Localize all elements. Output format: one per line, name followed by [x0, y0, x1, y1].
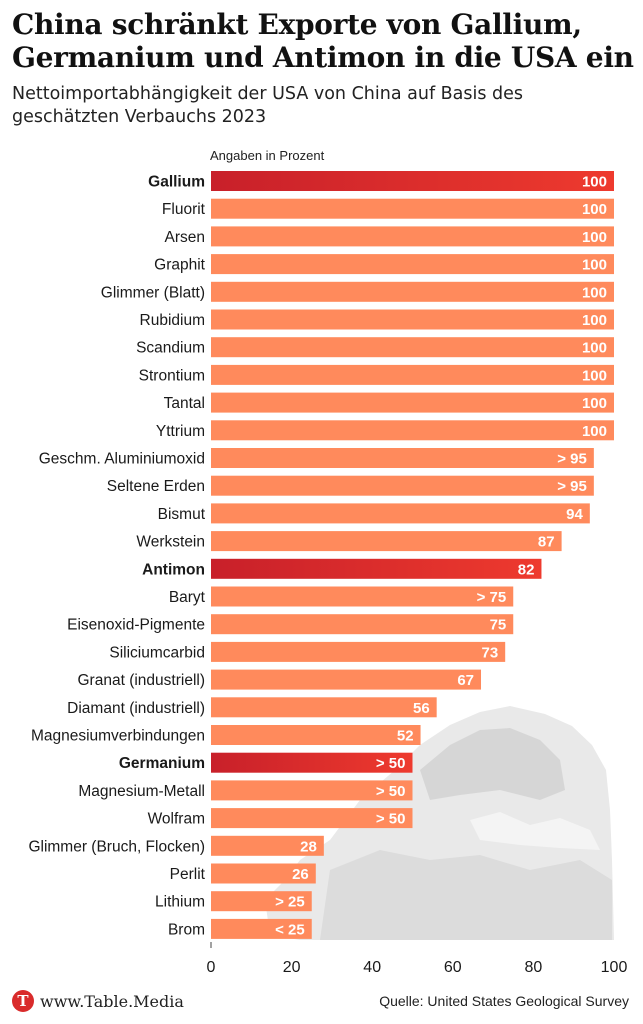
value-label: > 50 — [376, 783, 406, 800]
value-label: 52 — [397, 728, 414, 745]
bar — [211, 503, 590, 524]
value-label: < 25 — [275, 921, 305, 938]
value-label: 67 — [457, 672, 474, 689]
category-label: Magnesiumverbindungen — [31, 728, 205, 745]
bar — [211, 863, 316, 884]
value-label: 26 — [292, 866, 309, 883]
bar — [211, 226, 614, 247]
x-tick-label: 40 — [363, 959, 381, 976]
value-label: 94 — [566, 506, 583, 523]
bar — [211, 309, 614, 330]
category-label: Brom — [168, 921, 205, 938]
x-tick-label: 20 — [283, 959, 301, 976]
value-label: 87 — [538, 534, 555, 551]
category-label: Scandium — [136, 340, 205, 357]
value-label: 100 — [582, 229, 607, 246]
category-label: Glimmer (Bruch, Flocken) — [28, 838, 205, 855]
category-label: Eisenoxid-Pigmente — [67, 617, 205, 634]
value-label: 28 — [300, 838, 317, 855]
bar — [211, 891, 312, 912]
category-label: Lithium — [155, 894, 205, 911]
category-label: Magnesium-Metall — [78, 783, 205, 800]
bar-chart: Gallium 100 Fluorit 100 Arsen 100 Graphit 100 Gl… — [28, 171, 628, 976]
value-label: 75 — [490, 617, 507, 634]
category-label: Werkstein — [136, 534, 205, 551]
bar — [211, 558, 542, 579]
category-label: Germanium — [119, 755, 205, 772]
value-label: > 50 — [376, 755, 406, 772]
value-label: 100 — [582, 201, 607, 218]
bar — [211, 780, 413, 801]
site-link[interactable]: www.Table.Media — [40, 991, 184, 1011]
bar — [211, 531, 562, 552]
bar — [211, 669, 482, 690]
category-label: Glimmer (Blatt) — [101, 284, 205, 301]
unit-note: Angaben in Prozent — [210, 148, 325, 163]
category-label: Fluorit — [162, 201, 206, 218]
bar — [211, 448, 594, 468]
category-label: Siliciumcarbid — [109, 644, 205, 661]
bar — [211, 808, 413, 829]
bar — [211, 641, 506, 662]
category-label: Strontium — [139, 367, 205, 384]
bar — [211, 392, 614, 413]
x-tick-label: 100 — [601, 959, 628, 976]
bar — [211, 835, 324, 856]
category-label: Granat (industriell) — [78, 672, 206, 689]
category-label: Diamant (industriell) — [67, 700, 205, 717]
x-tick-label: 60 — [444, 959, 462, 976]
value-label: > 25 — [275, 894, 305, 911]
footer-brand[interactable]: T www.Table.Media — [12, 990, 184, 1012]
value-label: 73 — [482, 644, 499, 661]
bar — [211, 420, 614, 441]
value-label: > 75 — [477, 589, 507, 606]
value-label: 82 — [518, 561, 535, 578]
category-label: Bismut — [158, 506, 206, 523]
category-label: Tantal — [164, 395, 205, 412]
table-media-logo: T — [12, 990, 34, 1012]
category-label: Wolfram — [148, 811, 205, 828]
bar — [211, 171, 614, 191]
value-label: > 95 — [557, 451, 587, 468]
category-label: Seltene Erden — [107, 478, 205, 495]
bar — [211, 475, 594, 496]
source-note: Quelle: United States Geological Survey — [379, 993, 629, 1009]
category-label: Rubidium — [140, 312, 205, 329]
value-label: > 50 — [376, 811, 406, 828]
value-label: 100 — [582, 257, 607, 274]
category-label: Graphit — [154, 257, 206, 274]
value-label: 100 — [582, 423, 607, 440]
value-label: 56 — [413, 700, 430, 717]
bar — [211, 614, 514, 635]
category-label: Arsen — [165, 229, 206, 246]
bar — [211, 725, 421, 745]
category-label: Geschm. Aluminiumoxid — [39, 451, 205, 468]
category-label: Gallium — [148, 174, 205, 191]
chart-subtitle: Nettoimportabhängigkeit der USA von Chin… — [12, 84, 524, 127]
category-label: Perlit — [170, 866, 206, 883]
metal-photo-backdrop — [265, 706, 614, 940]
bar — [211, 337, 614, 358]
value-label: > 95 — [557, 478, 587, 495]
value-label: 100 — [582, 284, 607, 301]
x-tick-label: 0 — [207, 959, 216, 976]
value-label: 100 — [582, 367, 607, 384]
bar — [211, 697, 437, 718]
value-label: 100 — [582, 312, 607, 329]
category-label: Antimon — [142, 561, 205, 578]
value-label: 100 — [582, 174, 607, 191]
chart-title: China schränkt Exporte von Gallium, Germ… — [12, 8, 634, 74]
bar — [211, 281, 614, 302]
category-label: Yttrium — [156, 423, 205, 440]
bar — [211, 364, 614, 385]
bar — [211, 918, 312, 939]
category-label: Baryt — [169, 589, 206, 606]
x-tick-label: 80 — [525, 959, 543, 976]
value-label: 100 — [582, 340, 607, 357]
bar — [211, 198, 614, 219]
bar — [211, 752, 413, 773]
bar — [211, 586, 514, 607]
bar — [211, 254, 614, 275]
value-label: 100 — [582, 395, 607, 412]
